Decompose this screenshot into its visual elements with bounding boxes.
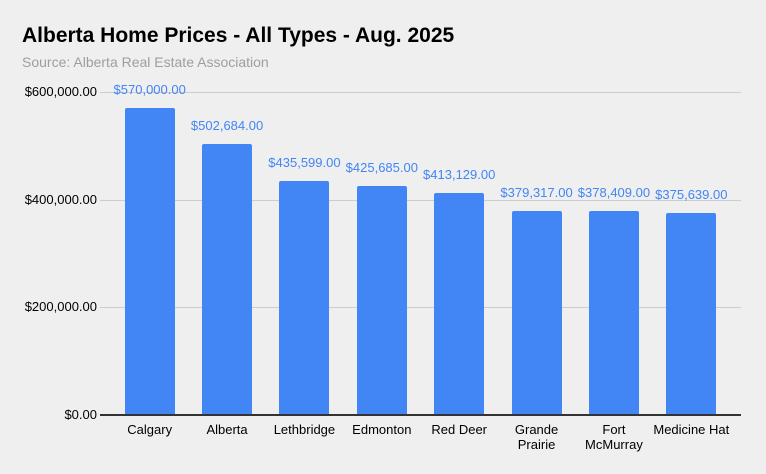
bar-value-label: $413,129.00 bbox=[423, 166, 496, 182]
x-axis-label: Fort McMurray bbox=[585, 422, 643, 452]
bar-column: $570,000.00 Calgary bbox=[111, 82, 188, 437]
bar bbox=[356, 185, 407, 415]
chart-subtitle: Source: Alberta Real Estate Association bbox=[22, 54, 269, 70]
bar-value-label: $425,685.00 bbox=[345, 159, 418, 175]
bar-column: $425,685.00 Edmonton bbox=[343, 92, 420, 437]
bar-value-label: $378,409.00 bbox=[577, 185, 651, 201]
x-axis-label: Medicine Hat bbox=[653, 422, 730, 437]
bar bbox=[666, 212, 717, 415]
bar bbox=[124, 108, 175, 415]
y-axis-tick-label: $600,000.00 bbox=[24, 84, 97, 99]
bar-column: $375,639.00 Medicine Hat bbox=[653, 92, 730, 437]
x-axis-line bbox=[100, 414, 741, 416]
bar bbox=[202, 144, 253, 415]
y-axis-tick-label: $400,000.00 bbox=[24, 191, 97, 207]
x-axis-label: Lethbridge bbox=[273, 422, 336, 437]
x-axis-label: Grande Prairie bbox=[514, 422, 559, 452]
bar-value-label: $502,684.00 bbox=[190, 118, 264, 134]
bar-column: $502,684.00 Alberta bbox=[188, 92, 265, 437]
bar-column: $379,317.00 Grande Prairie bbox=[498, 92, 575, 452]
y-axis-tick-label: $200,000.00 bbox=[24, 299, 97, 315]
bar-value-label: $379,317.00 bbox=[500, 184, 573, 200]
x-axis-label: Red Deer bbox=[431, 422, 487, 437]
gridline bbox=[100, 199, 741, 201]
bar bbox=[434, 192, 485, 415]
chart-title: Alberta Home Prices - All Types - Aug. 2… bbox=[22, 24, 455, 47]
bar-column: $413,129.00 Red Deer bbox=[421, 92, 498, 437]
plot-area: $570,000.00 Calgary $502,684.00 Alberta $435… bbox=[100, 82, 741, 452]
bar bbox=[279, 180, 330, 415]
bar-value-label: $570,000.00 bbox=[113, 82, 186, 98]
gridline bbox=[100, 92, 741, 93]
bar-value-label: $435,599.00 bbox=[268, 154, 341, 170]
bar-value-label: $375,639.00 bbox=[655, 186, 728, 202]
bar bbox=[588, 211, 639, 415]
x-axis-label: Edmonton bbox=[352, 422, 412, 437]
gridline bbox=[100, 307, 741, 309]
bar bbox=[511, 210, 562, 415]
x-axis-label: Alberta bbox=[206, 422, 248, 437]
bars-layer: $570,000.00 Calgary $502,684.00 Alberta $435… bbox=[100, 82, 741, 452]
bar-column: $378,409.00 Fort McMurray bbox=[575, 92, 652, 452]
bar-column: $435,599.00 Lethbridge bbox=[266, 92, 343, 437]
y-axis-tick-label: $0.00 bbox=[64, 407, 97, 422]
x-axis-label: Calgary bbox=[127, 422, 173, 437]
